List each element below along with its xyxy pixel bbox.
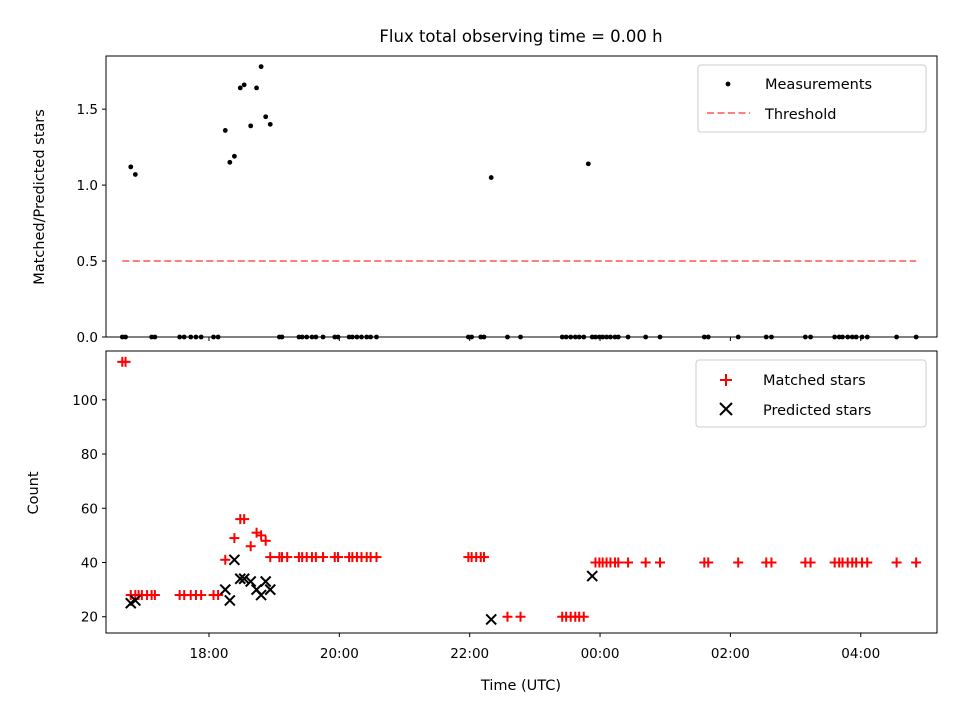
matched-star-point xyxy=(640,557,651,568)
top-y-axis-label: Matched/Predicted stars xyxy=(32,109,48,285)
matched-star-point xyxy=(613,557,624,568)
bottom-x-ticks: 18:00 20:00 22:00 00:00 02:00 04:00 xyxy=(190,633,880,662)
predicted-star-point xyxy=(234,573,246,585)
top-y-tick-label: 1.0 xyxy=(77,178,98,194)
matched-star-point xyxy=(733,557,744,568)
matched-star-point xyxy=(282,552,293,563)
matched-star-point xyxy=(655,557,665,568)
bottom-panel: Count Time (UTC) 20 40 60 80 100 18:00 20:00 2… xyxy=(26,350,938,694)
bottom-plot-frame xyxy=(105,350,938,634)
measurement-point xyxy=(585,161,591,167)
matched-star-point xyxy=(256,530,267,541)
matched-star-point xyxy=(239,514,250,525)
matched-star-point xyxy=(578,611,589,622)
bottom-y-tick-label: 40 xyxy=(81,556,98,572)
bottom-legend-box xyxy=(695,359,927,428)
bottom-x-tick-label: 02:00 xyxy=(711,646,750,662)
bottom-y-axis-label: Count xyxy=(26,471,42,514)
predicted-star-point xyxy=(238,573,250,585)
matched-star-point xyxy=(515,611,526,622)
predicted-star-point xyxy=(259,575,272,588)
measurement-point xyxy=(231,153,237,159)
matched-star-point xyxy=(333,552,344,563)
bottom-x-tick-label: 18:00 xyxy=(190,646,229,662)
matched-star-point xyxy=(120,356,131,367)
measurement-point xyxy=(263,114,269,120)
measurement-point xyxy=(488,175,494,180)
matched-star-point xyxy=(213,590,224,601)
predicted-star-point xyxy=(264,583,276,596)
matched-star-point xyxy=(502,611,513,622)
matched-star-point xyxy=(766,557,777,568)
matched-star-point xyxy=(245,541,256,552)
matched-star-point xyxy=(623,557,634,568)
legend-predicted-marker xyxy=(719,402,733,416)
matched-star-point xyxy=(911,557,922,568)
measurement-point xyxy=(132,172,138,177)
top-y-tick-label: 0.0 xyxy=(77,330,98,346)
legend-matched-marker xyxy=(720,374,732,386)
measurement-point xyxy=(237,85,243,91)
legend-measurements-marker xyxy=(725,81,731,87)
top-series xyxy=(119,64,919,340)
top-y-tick-label: 1.5 xyxy=(77,102,98,118)
bottom-x-tick-label: 22:00 xyxy=(450,646,489,662)
matched-star-point xyxy=(229,533,240,544)
predicted-star-point xyxy=(228,554,241,566)
predicted-star-point xyxy=(129,594,142,607)
matched-star-point xyxy=(196,590,207,601)
predicted-star-point xyxy=(586,570,598,582)
matched-star-point xyxy=(220,554,231,565)
x-axis-label: Time (UTC) xyxy=(480,678,561,694)
bottom-legend: Matched stars Predicted stars xyxy=(695,359,927,428)
bottom-series xyxy=(117,356,922,626)
measurement-point xyxy=(222,128,228,133)
legend-measurements-label: Measurements xyxy=(765,77,872,93)
chart-title: Flux total observing time = 0.00 h xyxy=(379,27,662,46)
measurement-point xyxy=(258,64,264,70)
matched-star-point xyxy=(149,590,160,601)
bottom-x-tick-label: 00:00 xyxy=(581,646,620,662)
bottom-y-tick-label: 20 xyxy=(81,610,98,626)
measurement-point xyxy=(248,123,254,129)
matched-star-point xyxy=(862,557,873,568)
predicted-star-point xyxy=(255,589,267,601)
top-y-ticks: 0.0 0.5 1.0 1.5 xyxy=(77,102,106,346)
bottom-x-tick-label: 20:00 xyxy=(320,646,359,662)
measurement-point xyxy=(267,121,273,127)
matched-star-point xyxy=(265,552,276,563)
measurement-point xyxy=(227,159,233,165)
bottom-y-tick-label: 80 xyxy=(81,447,98,463)
matched-star-point xyxy=(479,552,490,563)
matched-star-point xyxy=(318,552,329,563)
measurement-point xyxy=(254,85,259,91)
matched-star-point xyxy=(703,557,714,568)
top-legend-box xyxy=(697,64,927,133)
legend-matched-label: Matched stars xyxy=(763,373,866,389)
bottom-y-tick-label: 100 xyxy=(72,393,98,409)
predicted-star-point xyxy=(224,594,236,607)
matched-star-point xyxy=(371,552,382,563)
legend-predicted-label: Predicted stars xyxy=(763,403,871,419)
bottom-y-tick-label: 60 xyxy=(81,501,98,517)
bottom-x-tick-label: 04:00 xyxy=(841,646,880,662)
predicted-star-point xyxy=(244,575,257,588)
top-y-tick-label: 0.5 xyxy=(77,254,98,270)
matched-star-point xyxy=(260,535,271,546)
predicted-star-point xyxy=(219,583,231,596)
predicted-star-point xyxy=(485,613,497,626)
bottom-y-ticks: 20 40 60 80 100 xyxy=(72,393,106,626)
matched-star-point xyxy=(891,557,902,568)
top-plot-frame xyxy=(105,55,938,338)
top-legend: Measurements Threshold xyxy=(697,64,927,133)
matched-star-point xyxy=(805,557,816,568)
legend-threshold-label: Threshold xyxy=(764,107,836,123)
measurement-point xyxy=(241,82,247,88)
top-panel: Flux total observing time = 0.00 h Match… xyxy=(32,27,938,346)
measurement-point xyxy=(128,164,134,170)
